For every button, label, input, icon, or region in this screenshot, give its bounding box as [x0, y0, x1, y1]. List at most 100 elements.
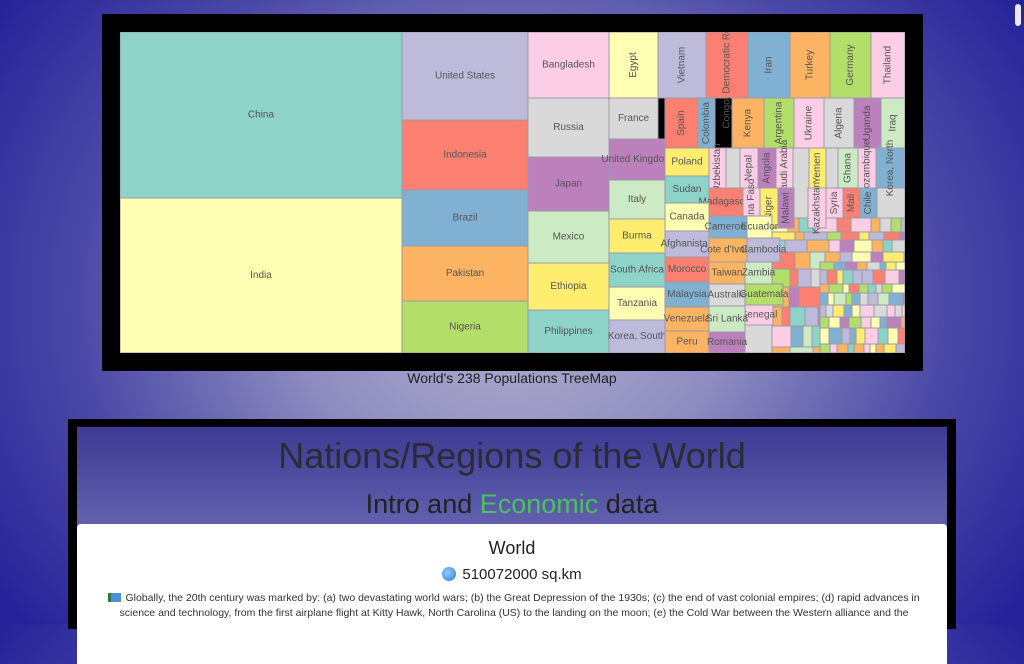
treemap-small-cell — [890, 217, 902, 233]
treemap-small-cell — [872, 269, 886, 285]
treemap-small-cell — [879, 261, 887, 271]
treemap-small-cell — [853, 343, 865, 353]
treemap-small-cell — [836, 217, 852, 233]
treemap-label: Thailand — [883, 46, 894, 84]
treemap-label: China — [248, 110, 275, 121]
treemap-label: Morocco — [668, 264, 707, 275]
treemap-label: Cambodia — [741, 245, 787, 256]
treemap-label: Philippines — [544, 326, 592, 337]
treemap-small-cell — [788, 286, 800, 308]
treemap-label: Nepal — [744, 155, 755, 181]
treemap-label: Mozambique — [862, 139, 873, 197]
treemap-small-cell — [789, 268, 799, 288]
treemap-small-cell — [832, 304, 845, 318]
treemap-cell — [657, 32, 707, 99]
treemap-small-cell — [888, 292, 904, 306]
treemap-small-cell — [842, 283, 850, 294]
treemap-label: Afghanistan — [661, 239, 714, 250]
treemap-small-cell — [819, 269, 828, 285]
treemap-cell — [608, 319, 666, 353]
treemap-small-cell — [826, 269, 838, 285]
treemap-label: Chile — [863, 191, 874, 214]
treemap-small-cell — [826, 231, 842, 241]
treemap-cell — [875, 147, 905, 189]
treemap-small-cell — [819, 316, 830, 329]
treemap-small-cell — [840, 231, 860, 241]
scrollbar[interactable] — [1015, 4, 1021, 26]
treemap-small-cell — [841, 327, 851, 345]
treemap-label: Tanzania — [617, 298, 657, 309]
treemap-small-cell — [899, 231, 905, 241]
treemap-label: Burma — [622, 231, 652, 242]
treemap-small-cell — [898, 269, 905, 285]
treemap-small-cell — [858, 231, 870, 241]
treemap-label: Mexico — [553, 232, 585, 243]
treemap-small-cell — [829, 343, 838, 353]
treemap-label: South Africa — [610, 265, 664, 276]
treemap-cell — [664, 175, 710, 204]
treemap-cell — [859, 187, 878, 219]
treemap-small-cell — [802, 325, 813, 348]
treemap-label: Romania — [707, 337, 747, 348]
treemap-label: Algeria — [834, 107, 845, 139]
treemap-small-cell — [844, 261, 858, 271]
treemap-small-cell — [901, 304, 905, 318]
treemap-label: Colombia — [701, 101, 712, 144]
treemap-cell — [664, 97, 699, 149]
subtitle-accent: Economic — [479, 489, 599, 519]
treemap-small-cell — [790, 325, 804, 348]
treemap-cell — [401, 189, 529, 247]
treemap-label: Russia — [553, 122, 584, 133]
treemap-small-cell — [781, 306, 791, 327]
treemap-cell — [708, 331, 746, 353]
treemap-small-cell — [897, 327, 905, 345]
treemap-label: Venezuela — [664, 314, 711, 325]
treemap-label: Madagascar — [698, 197, 754, 208]
treemap-small-cell — [848, 283, 860, 294]
treemap-small-cell — [804, 306, 819, 327]
treemap-label: Sri Lanka — [706, 314, 749, 325]
treemap-cell — [823, 97, 855, 149]
treemap-label: Vietnam — [677, 47, 688, 84]
treemap-small-cell — [894, 304, 903, 318]
treemap-small-cell — [870, 217, 881, 233]
treemap-cell — [777, 187, 795, 229]
books-icon — [108, 593, 122, 602]
treemap-label: Korea, South — [608, 331, 666, 342]
treemap-small-cell — [798, 286, 822, 308]
treemap-small-cell — [879, 217, 892, 233]
treemap-label: Poland — [671, 157, 702, 168]
treemap-label: Kenya — [743, 108, 754, 137]
treemap-small-cell — [886, 316, 902, 329]
treemap-small-cell — [794, 231, 805, 241]
treemap-cell — [608, 32, 659, 99]
treemap-label: India — [250, 270, 272, 281]
treemap-small-cell — [861, 269, 874, 285]
country-area: 510072000 sq.km — [77, 566, 947, 583]
treemap-label: Iraq — [888, 114, 899, 131]
treemap-small-cell — [839, 239, 855, 253]
treemap-cell — [731, 97, 765, 149]
treemap-small-cell — [875, 283, 883, 294]
treemap-label: Kazakhstan — [812, 182, 823, 234]
treemap-small-cell — [891, 239, 905, 253]
treemap-small-cell — [884, 269, 900, 285]
treemap-cell — [527, 32, 610, 99]
subtitle-pre: Intro and — [365, 489, 480, 519]
treemap-label: Bangladesh — [542, 60, 595, 71]
treemap-label: Iran — [764, 56, 775, 73]
treemap-chart: China India United States Indonesia Brazil Pa… — [120, 32, 905, 353]
treemap-small-cell — [885, 261, 897, 271]
treemap-label: Australia — [708, 290, 747, 301]
treemap-small-cell — [828, 239, 841, 253]
treemap-small-cell — [877, 292, 890, 306]
treemap-cell — [401, 300, 529, 353]
treemap-small-cell — [833, 292, 847, 306]
treemap-small-cell — [789, 346, 814, 353]
area-value: 510072000 sq.km — [462, 566, 582, 583]
treemap-label: Saudi Arabia — [779, 139, 790, 196]
treemap-label: Ethiopia — [550, 281, 587, 292]
treemap-label: Malawi — [781, 192, 792, 223]
treemap-cell — [608, 179, 666, 220]
treemap-small-cell — [867, 283, 877, 294]
